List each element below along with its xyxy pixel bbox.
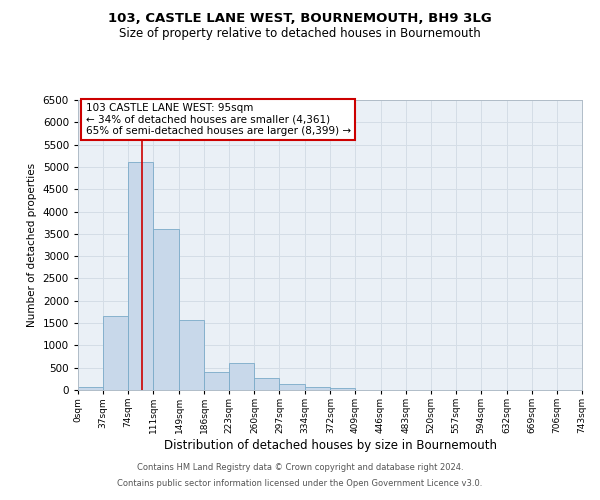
Text: 103 CASTLE LANE WEST: 95sqm
← 34% of detached houses are smaller (4,361)
65% of : 103 CASTLE LANE WEST: 95sqm ← 34% of det… [86,103,350,136]
Text: Size of property relative to detached houses in Bournemouth: Size of property relative to detached ho… [119,28,481,40]
Bar [229,363,254,390]
Bar [128,162,153,390]
Bar [78,386,103,390]
Bar [153,230,179,390]
Text: Contains public sector information licensed under the Open Government Licence v3: Contains public sector information licen… [118,478,482,488]
Bar [305,386,331,390]
Bar [204,372,229,390]
Bar [254,378,280,390]
Bar [103,316,128,390]
Y-axis label: Number of detached properties: Number of detached properties [27,163,37,327]
Text: 103, CASTLE LANE WEST, BOURNEMOUTH, BH9 3LG: 103, CASTLE LANE WEST, BOURNEMOUTH, BH9 … [108,12,492,26]
Bar [179,320,204,390]
X-axis label: Distribution of detached houses by size in Bournemouth: Distribution of detached houses by size … [163,439,497,452]
Text: Contains HM Land Registry data © Crown copyright and database right 2024.: Contains HM Land Registry data © Crown c… [137,464,463,472]
Bar [280,384,305,390]
Bar [331,388,355,390]
